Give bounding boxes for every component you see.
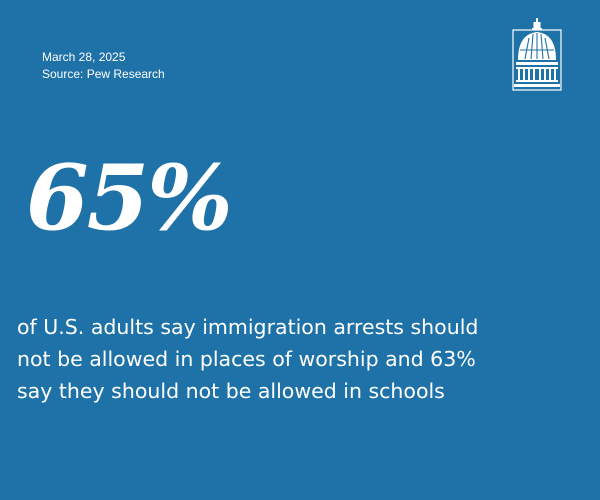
headline-percentage: 65% [26,145,233,251]
statement-line: not be allowed in places of worship and … [17,347,476,371]
statement-line: of U.S. adults say immigration arrests s… [17,315,479,339]
statement-text: of U.S. adults say immigration arrests s… [17,311,592,407]
meta-info: March 28, 2025 Source: Pew Research [42,49,165,83]
source-credit: Source: Pew Research [42,67,165,81]
statement-line: say they should not be allowed in school… [17,379,445,403]
publish-date: March 28, 2025 [42,50,126,64]
capitol-dome-icon [512,18,562,91]
